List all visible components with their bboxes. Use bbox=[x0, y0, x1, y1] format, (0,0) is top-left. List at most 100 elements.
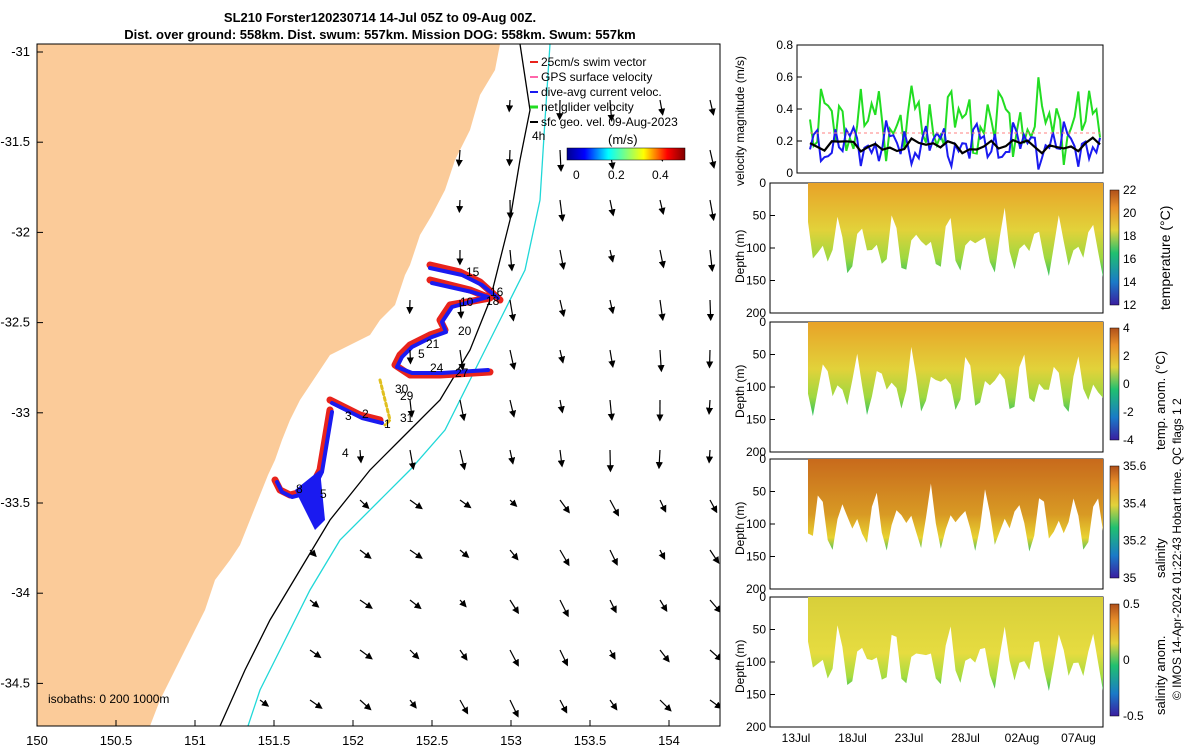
map-x-tick: 151.5 bbox=[258, 733, 291, 748]
current-vector bbox=[558, 349, 566, 364]
current-vector bbox=[509, 499, 518, 507]
svg-text:3: 3 bbox=[345, 409, 352, 423]
svg-text:20: 20 bbox=[458, 324, 472, 338]
current-vector bbox=[458, 349, 466, 371]
current-vector bbox=[459, 449, 467, 471]
isobath-200m bbox=[219, 44, 531, 726]
current-vector bbox=[609, 549, 618, 566]
credit-line: © IMOS 14-Apr-2024 01:22:43 Hobart time.… bbox=[1170, 398, 1184, 700]
map-x-tick: 153.5 bbox=[574, 733, 607, 748]
current-vector bbox=[558, 249, 567, 271]
svg-text:29: 29 bbox=[400, 389, 414, 403]
current-vector bbox=[708, 249, 716, 272]
current-vector bbox=[558, 199, 566, 222]
current-vector bbox=[459, 499, 472, 509]
track-labels: 15 16 18 10 20 21 5 24 27 30 29 31 1 2 3… bbox=[296, 265, 504, 501]
map-y-tick: -33.5 bbox=[0, 495, 30, 510]
colorbar-tick: 0 bbox=[573, 168, 580, 182]
current-vector bbox=[359, 549, 372, 559]
svg-text:5: 5 bbox=[320, 487, 327, 501]
isobaths-label: isobaths: 0 200 1000m bbox=[48, 692, 169, 706]
legend-swim-vector: 25cm/s swim vector bbox=[541, 55, 646, 69]
legend-gps-velocity: GPS surface velocity bbox=[541, 70, 652, 84]
colorbar-label: (m/s) bbox=[608, 132, 638, 147]
current-vector bbox=[455, 149, 463, 167]
current-vector bbox=[359, 649, 373, 660]
current-vector bbox=[408, 449, 416, 471]
map-y-ticks: -31 -31.5 -32 -32.5 -33 -33.5 -34 -34.5 bbox=[0, 44, 43, 690]
svg-text:24: 24 bbox=[430, 361, 444, 375]
map-y-tick: -34.5 bbox=[0, 675, 30, 690]
current-vector bbox=[607, 399, 615, 421]
svg-text:5: 5 bbox=[418, 347, 425, 361]
current-vector bbox=[609, 599, 617, 614]
current-vector bbox=[507, 249, 515, 272]
salinity-cbar-label: salinity bbox=[1153, 538, 1168, 578]
legend-dive-avg: dive-avg current veloc. bbox=[541, 85, 662, 99]
chart-subtitle: Dist. over ground: 558km. Dist. swum: 55… bbox=[124, 27, 636, 42]
current-vector bbox=[259, 699, 270, 707]
current-vector bbox=[709, 499, 718, 514]
current-vector bbox=[709, 149, 717, 169]
current-vector bbox=[659, 499, 667, 513]
svg-text:16: 16 bbox=[490, 285, 504, 299]
colorbar-tick: 0.4 bbox=[652, 168, 669, 182]
current-vector bbox=[309, 599, 320, 608]
current-vector bbox=[409, 549, 423, 559]
map-x-tick: 150.5 bbox=[100, 733, 133, 748]
map-x-tick: 152.5 bbox=[416, 733, 449, 748]
current-vector bbox=[509, 699, 519, 718]
current-vector bbox=[708, 99, 716, 116]
current-vector bbox=[658, 299, 666, 322]
current-vector bbox=[559, 499, 570, 514]
current-vector bbox=[506, 99, 514, 113]
current-vector bbox=[557, 399, 565, 414]
current-vector bbox=[609, 699, 618, 711]
current-vector bbox=[356, 449, 365, 464]
map-x-tick: 154 bbox=[658, 733, 680, 748]
current-vector bbox=[559, 549, 570, 567]
svg-text:27: 27 bbox=[455, 366, 469, 380]
map-x-tick: 152 bbox=[342, 733, 364, 748]
current-vector bbox=[459, 399, 467, 422]
current-vector bbox=[709, 549, 720, 565]
current-vector bbox=[407, 399, 415, 418]
temperature-cbar-label: temperature (°C) bbox=[1157, 205, 1173, 310]
svg-text:4: 4 bbox=[342, 446, 349, 460]
current-vector bbox=[607, 99, 615, 122]
isobath-1000m bbox=[247, 44, 551, 726]
current-vector bbox=[655, 449, 663, 470]
depth-ylabel-3: Depth (m) bbox=[733, 501, 747, 555]
current-vector bbox=[409, 699, 417, 709]
map-legend: 25cm/s swim vector GPS surface velocity … bbox=[530, 55, 686, 182]
land-mass bbox=[37, 44, 500, 726]
map-y-tick: -32.5 bbox=[0, 315, 30, 330]
current-vector bbox=[709, 699, 720, 709]
current-vector bbox=[709, 599, 720, 614]
chart-title: SL210 Forster120230714 14-Jul 05Z to 09-… bbox=[223, 10, 537, 25]
current-vector bbox=[456, 199, 464, 214]
svg-text:18: 18 bbox=[486, 294, 500, 308]
current-vector bbox=[508, 299, 516, 322]
map-y-tick: -31.5 bbox=[0, 134, 30, 149]
current-vector bbox=[309, 549, 317, 558]
current-vector bbox=[706, 299, 715, 322]
current-vector bbox=[609, 499, 620, 517]
map-x-tick: 151 bbox=[184, 733, 206, 748]
velocity-ylabel: velocity magnitude (m/s) bbox=[733, 55, 747, 186]
label-4h: 4h bbox=[532, 129, 545, 143]
current-vector bbox=[309, 699, 323, 709]
current-vector bbox=[506, 149, 514, 167]
current-vector bbox=[309, 649, 322, 659]
map-y-tick: -32 bbox=[11, 224, 30, 239]
glider-track bbox=[271, 261, 504, 530]
current-vector bbox=[359, 699, 372, 711]
map-x-tick: 153 bbox=[500, 733, 522, 748]
current-vector bbox=[559, 649, 569, 667]
current-vector bbox=[509, 349, 517, 371]
current-vectors bbox=[259, 99, 720, 718]
current-vector bbox=[409, 599, 422, 610]
current-vector bbox=[608, 199, 616, 217]
current-vector bbox=[658, 549, 666, 560]
current-vector bbox=[409, 649, 420, 660]
